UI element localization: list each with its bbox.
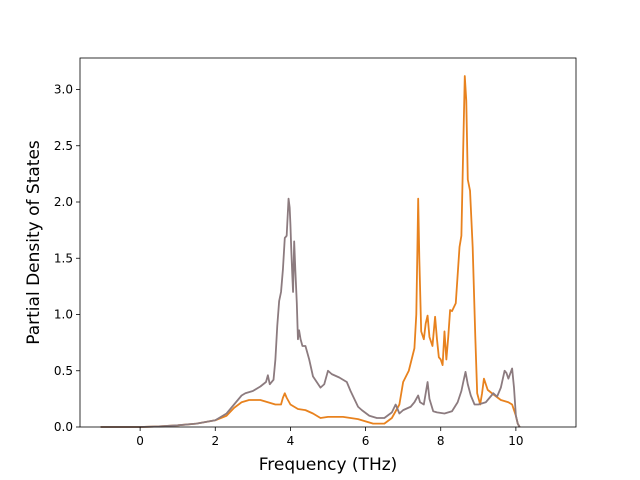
x-tick-label: 4 — [287, 434, 295, 448]
series-line-1 — [100, 75, 521, 428]
y-tick-label: 2.5 — [54, 139, 73, 153]
y-tick-label: 2.0 — [54, 195, 73, 209]
x-tick-label: 0 — [136, 434, 144, 448]
y-tick-label: 3.0 — [54, 83, 73, 97]
y-tick-label: 1.5 — [54, 251, 73, 265]
series-line-2 — [100, 197, 521, 428]
x-tick-label: 10 — [508, 434, 523, 448]
x-tick-label: 8 — [437, 434, 445, 448]
y-tick-label: 1.0 — [54, 308, 73, 322]
y-tick-label: 0.0 — [54, 420, 73, 434]
x-axis: 0 2 4 6 8 10 — [136, 427, 524, 448]
x-axis-label: Frequency (THz) — [259, 455, 398, 475]
plot-area — [80, 58, 576, 427]
plot-frame — [79, 57, 577, 428]
y-axis-label: Partial Density of States — [24, 140, 44, 345]
y-axis: 0.0 0.5 1.0 1.5 2.0 2.5 3.0 — [54, 83, 80, 434]
y-tick-label: 0.5 — [54, 364, 73, 378]
series-layer — [100, 75, 521, 428]
x-tick-label: 2 — [211, 434, 219, 448]
x-tick-label: 6 — [362, 434, 370, 448]
